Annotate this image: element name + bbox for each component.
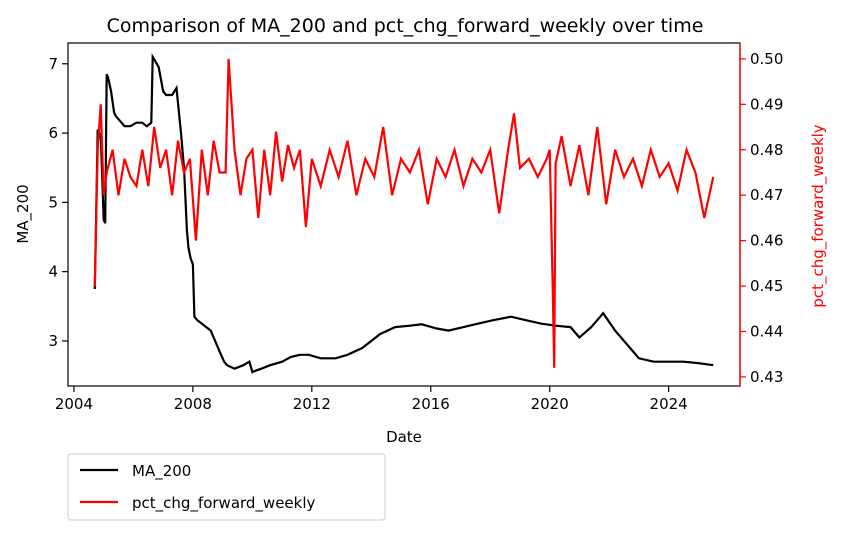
y-axis-right: 0.43 0.44 0.45 0.46 0.47 0.48 0.49 0.50: [739, 43, 783, 386]
legend-box: [67, 453, 386, 521]
x-tick-label: 2016: [412, 395, 450, 413]
y2-tick-label: 0.43: [750, 368, 783, 386]
y-tick-label: 7: [48, 55, 58, 73]
x-tick-label: 2012: [293, 395, 331, 413]
legend-label-pct: pct_chg_forward_weekly: [132, 494, 316, 513]
y-tick-label: 4: [48, 263, 58, 281]
y2-tick-label: 0.50: [750, 50, 783, 68]
pct-series-line: [93, 58, 715, 368]
x-axis-label: Date: [386, 428, 422, 446]
x-tick-label: 2024: [650, 395, 688, 413]
y-tick-label: 3: [48, 332, 58, 350]
y2-tick-label: 0.44: [750, 322, 783, 340]
y-tick-label: 5: [48, 193, 58, 211]
ma200-series-line: [93, 53, 714, 374]
y2-axis-label: pct_chg_forward_weekly: [809, 124, 828, 308]
x-tick-label: 2008: [174, 395, 212, 413]
pct-line-group: [93, 58, 715, 368]
ma200-line-group: [93, 53, 714, 374]
x-tick-label: 2004: [55, 395, 93, 413]
y-axis-label: MA_200: [14, 184, 33, 243]
y2-tick-label: 0.46: [750, 232, 783, 250]
y2-tick-label: 0.47: [750, 186, 783, 204]
y2-tick-label: 0.49: [750, 95, 783, 113]
y2-tick-label: 0.45: [750, 277, 783, 295]
y2-tick-label: 0.48: [750, 141, 783, 159]
x-axis: 2004 2008 2012 2016 2020 2024: [55, 386, 688, 413]
x-tick-label: 2020: [531, 395, 569, 413]
y-tick-label: 6: [48, 124, 58, 142]
legend-label-ma200: MA_200: [132, 462, 191, 481]
y-axis-left: 3 4 5 6 7: [48, 55, 68, 350]
chart-title: Comparison of MA_200 and pct_chg_forward…: [107, 15, 704, 37]
legend: MA_200 pct_chg_forward_weekly: [67, 453, 386, 521]
